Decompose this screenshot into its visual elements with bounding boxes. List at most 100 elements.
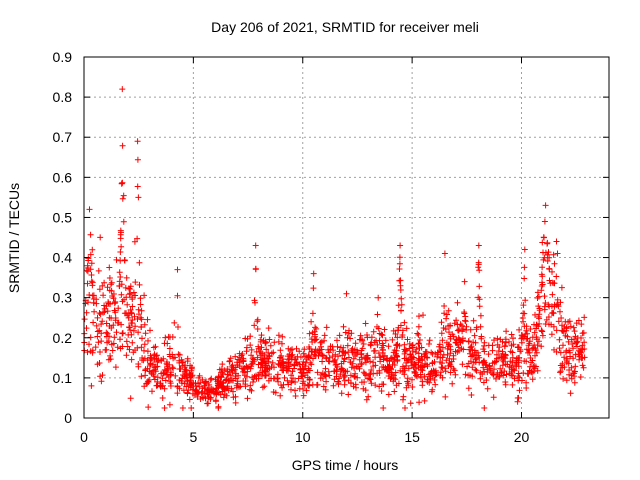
data-point [151, 376, 158, 383]
data-point [113, 329, 120, 336]
data-point [341, 373, 348, 380]
data-point [159, 375, 166, 382]
data-points [81, 86, 588, 411]
data-point [534, 295, 541, 301]
data-point [491, 337, 497, 344]
data-point [248, 361, 255, 368]
data-point [98, 321, 105, 328]
data-point [545, 249, 552, 256]
data-point [490, 394, 497, 401]
data-point [257, 338, 264, 345]
data-point [499, 348, 506, 355]
data-point [371, 339, 378, 346]
data-point [347, 379, 354, 386]
data-point [101, 308, 108, 315]
data-point [415, 331, 422, 338]
data-point [310, 285, 317, 292]
data-point [136, 259, 143, 266]
data-point [87, 231, 94, 238]
data-point [305, 382, 312, 389]
data-point [122, 284, 129, 291]
data-point [128, 356, 135, 363]
data-point [482, 361, 489, 368]
data-point [527, 326, 534, 332]
data-point [500, 358, 507, 365]
data-point [247, 333, 254, 340]
data-point [271, 375, 278, 382]
data-point [402, 405, 408, 411]
data-point [421, 397, 428, 404]
data-point [541, 293, 548, 300]
data-point [418, 344, 425, 351]
data-point [141, 321, 148, 328]
data-point [287, 361, 294, 368]
data-point [460, 326, 467, 332]
data-point [370, 359, 377, 366]
data-point [102, 347, 109, 353]
data-point [266, 336, 273, 343]
data-point [230, 388, 236, 395]
data-point [509, 381, 516, 388]
data-point [175, 324, 181, 330]
data-point [119, 179, 126, 186]
data-point [259, 359, 265, 366]
data-point [85, 257, 92, 264]
data-point [106, 275, 113, 281]
data-point [374, 341, 381, 348]
data-point [123, 338, 130, 345]
data-point [375, 350, 382, 357]
data-point [472, 356, 479, 363]
data-point [279, 362, 286, 369]
data-point [525, 349, 531, 356]
data-point [277, 392, 284, 399]
data-point [97, 349, 103, 355]
data-point [436, 343, 443, 350]
y-tick-label: 0.9 [53, 49, 73, 65]
data-point [571, 328, 578, 335]
data-point [358, 360, 365, 367]
data-point [443, 357, 450, 364]
data-point [262, 340, 269, 347]
data-point [119, 330, 126, 337]
data-point [230, 394, 237, 401]
x-tick-label: 15 [404, 429, 420, 445]
data-point [416, 313, 422, 320]
data-point [509, 349, 516, 356]
data-point [449, 380, 456, 387]
data-point [439, 344, 446, 351]
data-point [553, 302, 560, 309]
data-point [106, 287, 113, 294]
data-point [473, 326, 480, 333]
data-point [90, 299, 97, 306]
data-point [406, 345, 413, 352]
data-point [127, 283, 134, 290]
data-point [321, 371, 328, 378]
data-point [432, 350, 439, 357]
data-point [452, 371, 459, 378]
data-point [455, 327, 462, 334]
data-point [169, 364, 176, 371]
data-point [87, 266, 94, 273]
data-point [163, 368, 170, 374]
data-point [443, 315, 450, 322]
data-point [285, 345, 292, 352]
data-point [471, 332, 478, 339]
data-point [446, 329, 452, 336]
data-point [364, 332, 370, 338]
data-point [176, 357, 183, 364]
data-point [314, 369, 321, 376]
data-point [538, 271, 545, 278]
data-point [473, 355, 480, 362]
data-point [265, 349, 272, 356]
data-point [126, 324, 133, 331]
data-point [129, 317, 136, 323]
data-point [88, 272, 95, 278]
data-point [391, 347, 398, 354]
data-point [267, 342, 274, 349]
data-point [404, 336, 411, 343]
data-point [508, 342, 515, 349]
data-point [363, 396, 370, 403]
data-point [134, 235, 141, 242]
data-point [375, 325, 382, 332]
data-point [522, 297, 529, 304]
